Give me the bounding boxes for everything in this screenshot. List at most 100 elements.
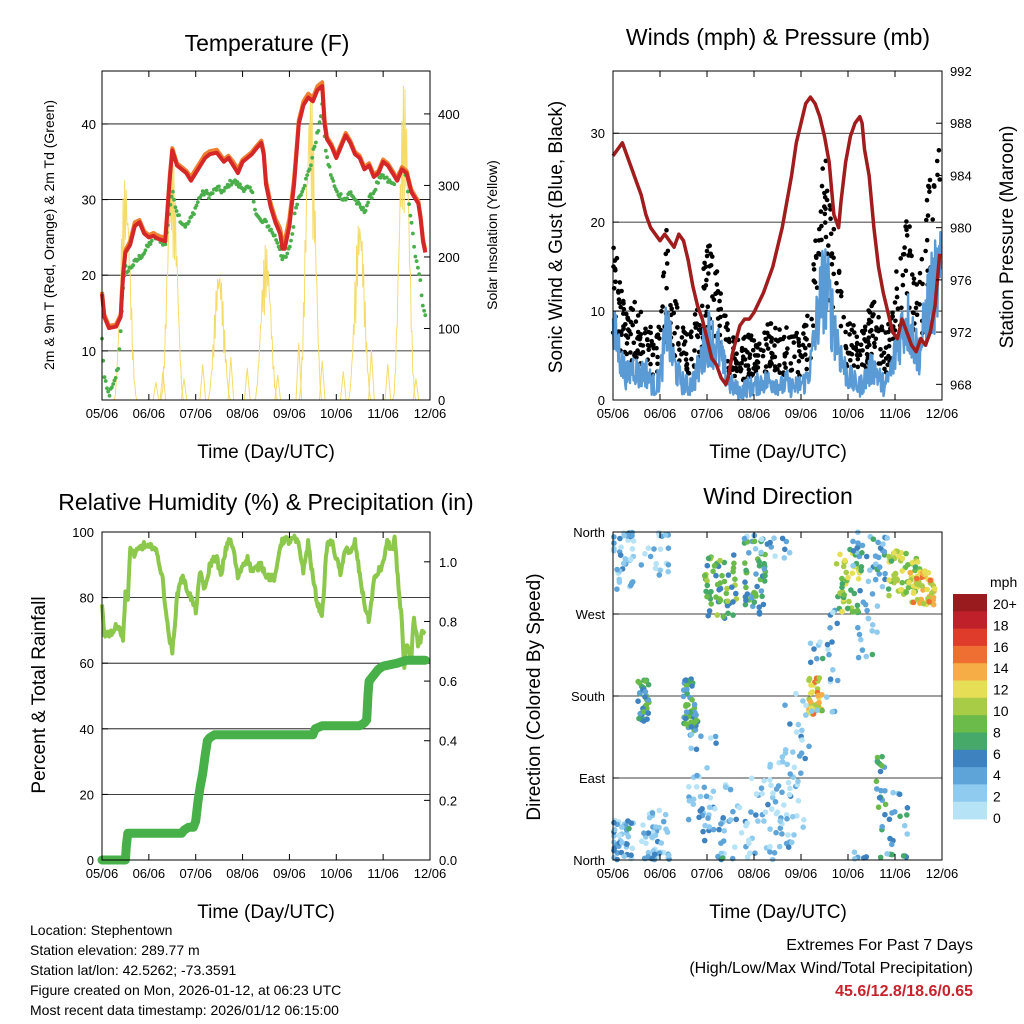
solar-minor-11 — [384, 364, 392, 401]
direction-point-762 — [876, 795, 883, 801]
direction-point-576 — [877, 854, 884, 861]
direction-point-828 — [782, 702, 788, 708]
direction-point-772 — [690, 801, 697, 807]
gust-point-13 — [791, 340, 797, 345]
winds-gridlines — [613, 132, 942, 312]
direction-point-491 — [819, 655, 826, 662]
direction-point-372 — [753, 791, 760, 797]
speed-legend-swatch-6 — [953, 697, 987, 716]
gust-point-416 — [847, 321, 853, 326]
direction-point-756 — [882, 801, 889, 808]
gust-point-236 — [664, 261, 670, 266]
dewpoint-point-148 — [284, 255, 288, 259]
direction-point-377 — [727, 817, 734, 823]
direction-y-axis-label: Direction (Colored By Speed) — [524, 573, 545, 820]
direction-point-382 — [761, 777, 767, 784]
direction-point-448 — [779, 831, 785, 837]
direction-point-739 — [884, 851, 890, 857]
direction-point-564 — [876, 571, 882, 577]
direction-point-706 — [914, 581, 920, 587]
direction-point-379 — [755, 818, 761, 824]
gust-point-421 — [676, 341, 681, 346]
direction-point-769 — [713, 740, 719, 746]
gust-point-456 — [807, 343, 812, 348]
x-tick-label-5: 10/06 — [832, 866, 865, 881]
direction-point-618 — [874, 603, 881, 609]
gust-point-50 — [796, 343, 802, 348]
dewpoint-point-134 — [266, 224, 271, 229]
direction-point-768 — [704, 765, 710, 771]
dewpoint-point-5 — [106, 389, 111, 394]
direction-point-98 — [665, 545, 672, 551]
speed-legend-swatch-7 — [953, 715, 987, 733]
direction-point-825 — [798, 770, 804, 776]
direction-point-827 — [790, 749, 796, 755]
gust-point-360 — [689, 356, 694, 362]
gust-point-388 — [817, 226, 822, 232]
direction-point-664 — [891, 550, 897, 556]
gust-point-167 — [614, 255, 620, 261]
direction-point-447 — [773, 810, 780, 817]
gust-point-564 — [838, 293, 844, 299]
direction-point-481 — [819, 692, 825, 698]
dewpoint-point-175 — [317, 120, 322, 124]
gust-point-255 — [824, 197, 830, 203]
speed-legend-swatch-1 — [953, 611, 987, 630]
direction-point-233 — [684, 686, 690, 693]
gust-point-435 — [701, 266, 706, 272]
direction-point-444 — [784, 816, 790, 822]
direction-point-385 — [765, 801, 771, 808]
direction-point-546 — [849, 609, 856, 615]
direction-point-750 — [873, 778, 880, 785]
dewpoint-point-67 — [183, 225, 188, 229]
direction-point-560 — [854, 545, 860, 551]
gust-point-390 — [640, 350, 646, 355]
dewpoint-point-253 — [414, 259, 419, 263]
direction-point-257 — [733, 590, 739, 597]
gust-point-412 — [777, 337, 783, 343]
direction-point-811 — [702, 822, 708, 829]
gust-point-584 — [755, 360, 761, 365]
gust-point-472 — [824, 188, 830, 194]
gust-point-334 — [672, 330, 677, 336]
direction-point-743 — [890, 789, 896, 796]
direction-point-764 — [878, 762, 885, 769]
direction-point-610 — [873, 561, 879, 567]
direction-point-402 — [769, 794, 776, 801]
solar-ytick-label-3: 300 — [438, 178, 460, 193]
dewpoint-point-213 — [365, 203, 369, 208]
precip-ytick-label-1: 0.2 — [439, 793, 457, 808]
direction-ytick-label-4: North — [573, 525, 605, 540]
dewpoint-point-15 — [118, 329, 123, 334]
direction-point-373 — [747, 850, 753, 856]
direction-point-544 — [839, 580, 846, 587]
gust-point-318 — [692, 312, 698, 317]
direction-point-232 — [689, 683, 695, 689]
gust-point-617 — [635, 329, 641, 335]
direction-point-543 — [839, 608, 845, 615]
direction-point-606 — [862, 601, 869, 608]
direction-point-676 — [906, 579, 912, 586]
gust-point-256 — [900, 273, 906, 278]
gust-point-418 — [762, 330, 767, 336]
direction-point-168 — [635, 698, 641, 704]
gust-point-176 — [739, 360, 744, 366]
direction-point-396 — [775, 783, 782, 789]
direction-point-110 — [656, 850, 663, 857]
direction-point-325 — [742, 594, 749, 600]
direction-point-754 — [882, 788, 888, 794]
gust-point-140 — [654, 345, 659, 351]
direction-point-649 — [903, 550, 909, 557]
direction-point-799 — [712, 805, 718, 812]
direction-point-547 — [849, 570, 856, 576]
direction-point-575 — [850, 538, 856, 545]
winds-ytick-label-1: 10 — [591, 304, 605, 319]
gust-point-509 — [769, 339, 774, 344]
x-tick-label-5: 10/06 — [320, 866, 353, 881]
direction-point-57 — [624, 841, 630, 847]
gust-point-517 — [904, 227, 909, 233]
direction-point-185 — [635, 678, 641, 685]
solar-minor-2 — [180, 378, 188, 401]
direction-point-587 — [882, 570, 888, 577]
gust-point-475 — [843, 343, 848, 349]
